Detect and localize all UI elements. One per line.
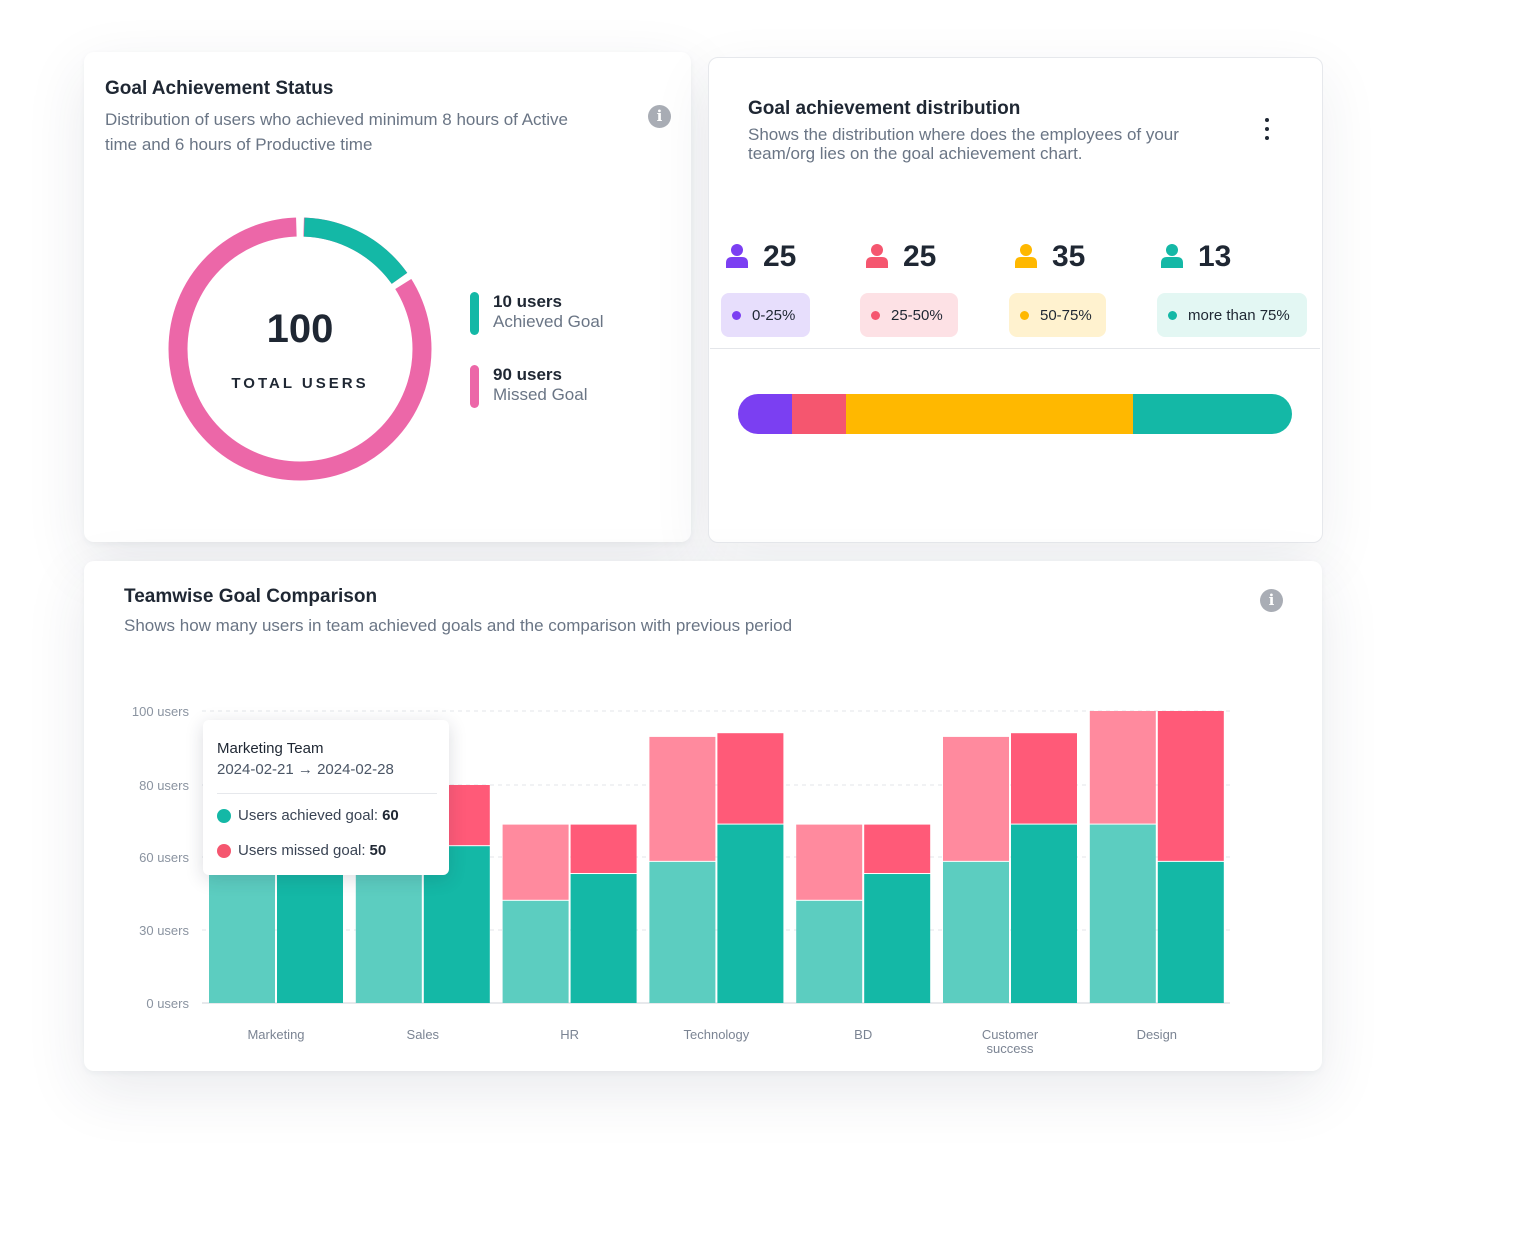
tooltip-dates: 2024-02-21 → 2024-02-28	[217, 761, 394, 778]
chart-tooltip: Marketing Team 2024-02-21 → 2024-02-28 U…	[203, 720, 449, 875]
info-icon[interactable]: i	[648, 105, 671, 128]
tooltip-missed-label: Users missed goal:	[238, 842, 366, 859]
bar-missed	[717, 733, 784, 824]
bar-achieved	[502, 900, 569, 1003]
tooltip-achieved-value: 60	[382, 807, 399, 824]
y-tick-label: 60 users	[139, 850, 189, 865]
info-icon[interactable]: i	[1260, 589, 1283, 612]
range-dot	[732, 310, 741, 320]
bar-achieved	[570, 874, 637, 1003]
donut-gap	[389, 271, 414, 291]
range-dot	[1020, 310, 1029, 320]
tooltip-title: Marketing Team	[217, 740, 324, 757]
bar-achieved	[1011, 824, 1077, 1003]
x-tick-label: Sales	[407, 1027, 440, 1042]
tooltip-achieved-label: Users achieved goal:	[238, 807, 379, 824]
y-tick-label: 80 users	[139, 778, 189, 793]
bar-missed	[502, 824, 569, 900]
x-tick-label: Marketing	[247, 1027, 304, 1042]
bar-achieved	[943, 861, 1009, 1003]
total-users-value: 100	[266, 307, 334, 351]
donut-achieved-segment	[303, 217, 408, 285]
range-label: 0-25%	[752, 306, 796, 324]
range-label: more than 75%	[1188, 306, 1290, 324]
total-users-label: TOTAL USERS	[231, 375, 369, 392]
distribution-card-subtitle-line-1: Shows the distribution where does the em…	[748, 125, 1179, 144]
stat-value: 35	[1052, 240, 1086, 273]
goal-achievement-distribution-card: Goal achievement distribution Shows the …	[708, 57, 1323, 543]
range-label: 25-50%	[891, 306, 943, 324]
bar-achieved	[717, 824, 784, 1003]
user-icon	[866, 244, 888, 268]
status-card-subtitle-line-2: time and 6 hours of Productive time	[105, 135, 373, 154]
x-tick-label: BD	[854, 1027, 872, 1042]
tooltip-missed-value: 50	[369, 842, 387, 859]
bar-achieved	[1157, 861, 1224, 1003]
distribution-divider	[710, 348, 1320, 349]
stat-value: 25	[763, 240, 797, 273]
range-dot	[871, 310, 880, 320]
range-pill[interactable]: 25-50%	[860, 293, 958, 337]
distribution-segment	[791, 394, 847, 434]
bar-achieved	[649, 861, 716, 1003]
bar-missed	[570, 824, 637, 874]
team-card-title: Teamwise Goal Comparison	[124, 586, 378, 607]
legend-achieved-text: Achieved Goal	[493, 312, 604, 331]
status-card-title: Goal Achievement Status	[105, 78, 334, 99]
range-label: 50-75%	[1040, 306, 1092, 324]
bar-missed	[864, 824, 931, 874]
distribution-segment	[846, 394, 1133, 434]
x-tick-label: Technology	[684, 1027, 750, 1042]
x-tick-label: HR	[560, 1027, 579, 1042]
status-card-subtitle-line-1: Distribution of users who achieved minim…	[105, 110, 568, 129]
distribution-card-title: Goal achievement distribution	[748, 98, 1021, 119]
distribution-segment	[738, 394, 792, 434]
bar-achieved	[209, 857, 275, 1003]
kebab-menu-icon[interactable]	[1262, 118, 1272, 146]
legend-missed-text: Missed Goal	[493, 385, 588, 404]
bar-achieved	[864, 874, 931, 1003]
legend-achieved-count: 10 users	[493, 292, 562, 311]
y-tick-label: 0 users	[146, 996, 189, 1011]
legend-missed-swatch	[470, 365, 479, 408]
stat-value: 13	[1198, 240, 1232, 273]
stat-value: 25	[903, 240, 937, 273]
range-pill[interactable]: 0-25%	[721, 293, 810, 337]
teamwise-goal-comparison-card: Teamwise Goal Comparison Shows how many …	[84, 561, 1322, 1071]
distribution-bar	[738, 394, 1292, 434]
range-pill[interactable]: more than 75%	[1157, 293, 1307, 337]
range-dot	[1168, 310, 1177, 320]
donut-chart	[168, 215, 432, 481]
y-tick-label: 30 users	[139, 923, 189, 938]
tooltip-achieved-dot	[217, 808, 231, 823]
distribution-segment	[1132, 394, 1292, 434]
bar-achieved	[355, 874, 422, 1003]
goal-achievement-status-card: Goal Achievement Status Distribution of …	[84, 52, 691, 542]
x-tick-label: Customer success	[982, 1027, 1039, 1056]
user-icon	[726, 244, 748, 268]
bar-missed	[796, 824, 863, 900]
x-tick-label: Design	[1137, 1027, 1177, 1042]
legend-missed-count: 90 users	[493, 365, 562, 384]
bar-missed	[649, 736, 716, 861]
bar-achieved	[796, 900, 863, 1003]
y-tick-label: 100 users	[132, 704, 190, 719]
tooltip-divider	[217, 793, 437, 794]
bar-missed	[943, 736, 1009, 861]
user-icon	[1161, 244, 1183, 268]
distribution-card-subtitle-line-2: team/org lies on the goal achievement ch…	[748, 144, 1083, 163]
user-icon	[1015, 244, 1037, 268]
legend-achieved-swatch	[470, 292, 479, 335]
tooltip-missed-row: Users missed goal: 50	[217, 842, 386, 859]
tooltip-achieved-row: Users achieved goal: 60	[217, 807, 399, 824]
bar-missed	[1157, 711, 1224, 861]
bar-achieved	[1089, 824, 1156, 1003]
bar-missed	[1011, 733, 1077, 824]
team-card-subtitle: Shows how many users in team achieved go…	[124, 616, 793, 635]
tooltip-missed-dot	[217, 843, 231, 858]
range-pill[interactable]: 50-75%	[1009, 293, 1106, 337]
bar-missed	[1089, 711, 1156, 824]
